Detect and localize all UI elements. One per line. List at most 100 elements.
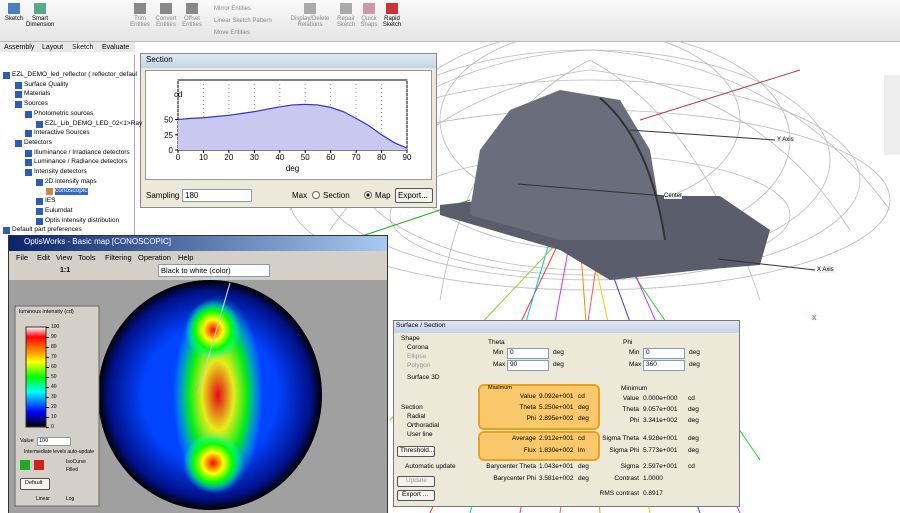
value-input[interactable]	[37, 437, 71, 446]
tree-item[interactable]: Photometric sources	[34, 109, 94, 117]
radio-label: Corona	[407, 344, 429, 351]
group-label: Section	[401, 404, 423, 411]
value: 9.057e+001	[643, 406, 678, 413]
threshold-button[interactable]	[397, 446, 435, 457]
scale-tick	[46, 407, 49, 408]
remove-button[interactable]	[34, 460, 44, 470]
ribbon-button[interactable]: Sketch	[4, 16, 24, 22]
default-button[interactable]	[20, 478, 50, 490]
export-button[interactable]	[395, 188, 433, 203]
tree-item[interactable]: Luminance / Radiance detectors	[34, 158, 128, 166]
tree-item[interactable]: Optis intensity distribution	[45, 216, 120, 224]
zoom-button[interactable]: 1:1	[60, 267, 71, 274]
radio-label: Polygon	[407, 362, 431, 369]
unit: deg	[689, 361, 700, 368]
menu-item[interactable]: Operation	[138, 253, 171, 262]
ribbon-button[interactable]: Smart Dimension	[26, 16, 55, 28]
menu-item[interactable]: Edit	[37, 253, 50, 262]
min-input[interactable]	[643, 348, 685, 359]
max-input[interactable]	[507, 360, 549, 371]
label: Barycenter Phi	[493, 475, 536, 482]
tree-item[interactable]: Surface Quality	[24, 80, 69, 88]
menu-item[interactable]: Tools	[78, 253, 96, 262]
radio-label: Log	[66, 496, 75, 502]
group-label: Shape	[401, 335, 420, 342]
checkbox-label: Intermediate levels auto-update	[24, 449, 95, 455]
ribbon-small-button[interactable]: Linear Sketch Pattern	[214, 18, 272, 24]
tree-icon	[3, 72, 10, 79]
tab[interactable]: Evaluate	[102, 44, 130, 51]
tree-icon	[25, 169, 32, 176]
tree-item[interactable]: Detectors	[24, 138, 52, 146]
radio-label: Linear	[36, 496, 50, 502]
radio-label: User line	[407, 431, 433, 438]
legend-title: luminous intensity (cd)	[19, 309, 74, 315]
ribbon-icon	[34, 3, 46, 14]
scale-label: 80	[51, 343, 57, 350]
unit: deg	[553, 361, 564, 368]
ribbon-button[interactable]: Display/Delete Relations	[290, 16, 330, 28]
value: 90	[510, 361, 518, 368]
tree-item[interactable]: conoscopic	[55, 187, 88, 195]
tree-item[interactable]: 2D intensity maps	[45, 177, 97, 185]
tree-item[interactable]: Intensity detectors	[34, 168, 87, 175]
scale-label: 30	[51, 393, 57, 400]
max-input[interactable]	[643, 360, 685, 371]
checkbox-label: Surface 3D	[407, 374, 440, 381]
label: Barycenter Theta	[486, 463, 536, 470]
unit: cd	[688, 395, 695, 402]
tree-item[interactable]: Eulumdat	[45, 206, 73, 214]
add-button[interactable]	[20, 460, 30, 470]
ribbon-icon	[8, 3, 20, 14]
ribbon-button[interactable]: Offset Entities	[182, 16, 202, 28]
label: Value	[519, 393, 536, 400]
tree-item[interactable]: Default part preferences	[12, 226, 82, 234]
ribbon-button[interactable]: Trim Entities	[130, 16, 150, 28]
tab[interactable]: Layout	[42, 44, 64, 51]
max-label: Max	[292, 191, 308, 200]
label: Sigma Phi	[609, 447, 639, 454]
group-label: Minimum	[621, 385, 648, 392]
menu-item[interactable]: Filtering	[105, 253, 132, 262]
tree-item[interactable]: Sources	[24, 100, 48, 108]
ribbon-small-button[interactable]: Move Entities	[214, 30, 251, 36]
sampling-label: Sampling	[146, 191, 180, 200]
tab-bar	[0, 42, 135, 52]
label: Min	[629, 349, 640, 356]
tree-item[interactable]: EZL_DEMO_led_reflector ( reflector_defau…	[12, 71, 138, 78]
checkbox-label: IsoCurve	[66, 459, 87, 465]
y-tick-label: 50	[164, 116, 173, 125]
menu-item[interactable]: View	[56, 253, 73, 262]
palette-select[interactable]	[158, 264, 270, 277]
ribbon-small-button[interactable]: Mirror Entities	[214, 6, 252, 12]
radio[interactable]	[364, 191, 372, 199]
tree-item[interactable]: IES	[45, 197, 56, 205]
tree-item[interactable]: EZL_Lib_DEMO_LED_02<1>Ray	[45, 119, 143, 127]
menu-item[interactable]: Help	[178, 253, 194, 262]
sampling-input[interactable]	[182, 189, 252, 202]
ribbon-button[interactable]: Rapid Sketch	[382, 16, 402, 28]
update-button[interactable]	[397, 476, 435, 487]
tab[interactable]: Assembly	[4, 44, 35, 51]
tree-item[interactable]: Illuminance / Irradiance detectors	[34, 148, 130, 156]
ribbon-button[interactable]: Convert Entities	[155, 16, 177, 28]
tree-item[interactable]: Interactive Sources	[34, 129, 90, 137]
menu-item[interactable]: File	[16, 253, 29, 262]
scale-tick	[46, 337, 49, 338]
min-input[interactable]	[507, 348, 549, 359]
scale-tick	[46, 367, 49, 368]
tree-item[interactable]: Materials	[24, 90, 51, 98]
tree-icon	[36, 198, 43, 206]
ribbon-button[interactable]: Quick Snaps	[360, 16, 378, 28]
value-text: 100	[39, 438, 49, 444]
unit: deg	[578, 463, 589, 470]
axis-label: X Axis	[817, 267, 834, 273]
radio[interactable]	[312, 191, 320, 199]
label: Sigma	[620, 463, 639, 470]
label: RMS contrast	[599, 490, 639, 497]
ribbon-button[interactable]: Repair Sketch	[336, 16, 356, 28]
export-button[interactable]	[397, 490, 435, 501]
unit: deg	[578, 415, 589, 422]
tab[interactable]: Sketch	[72, 44, 94, 51]
x-tick-label: 90	[403, 153, 412, 162]
